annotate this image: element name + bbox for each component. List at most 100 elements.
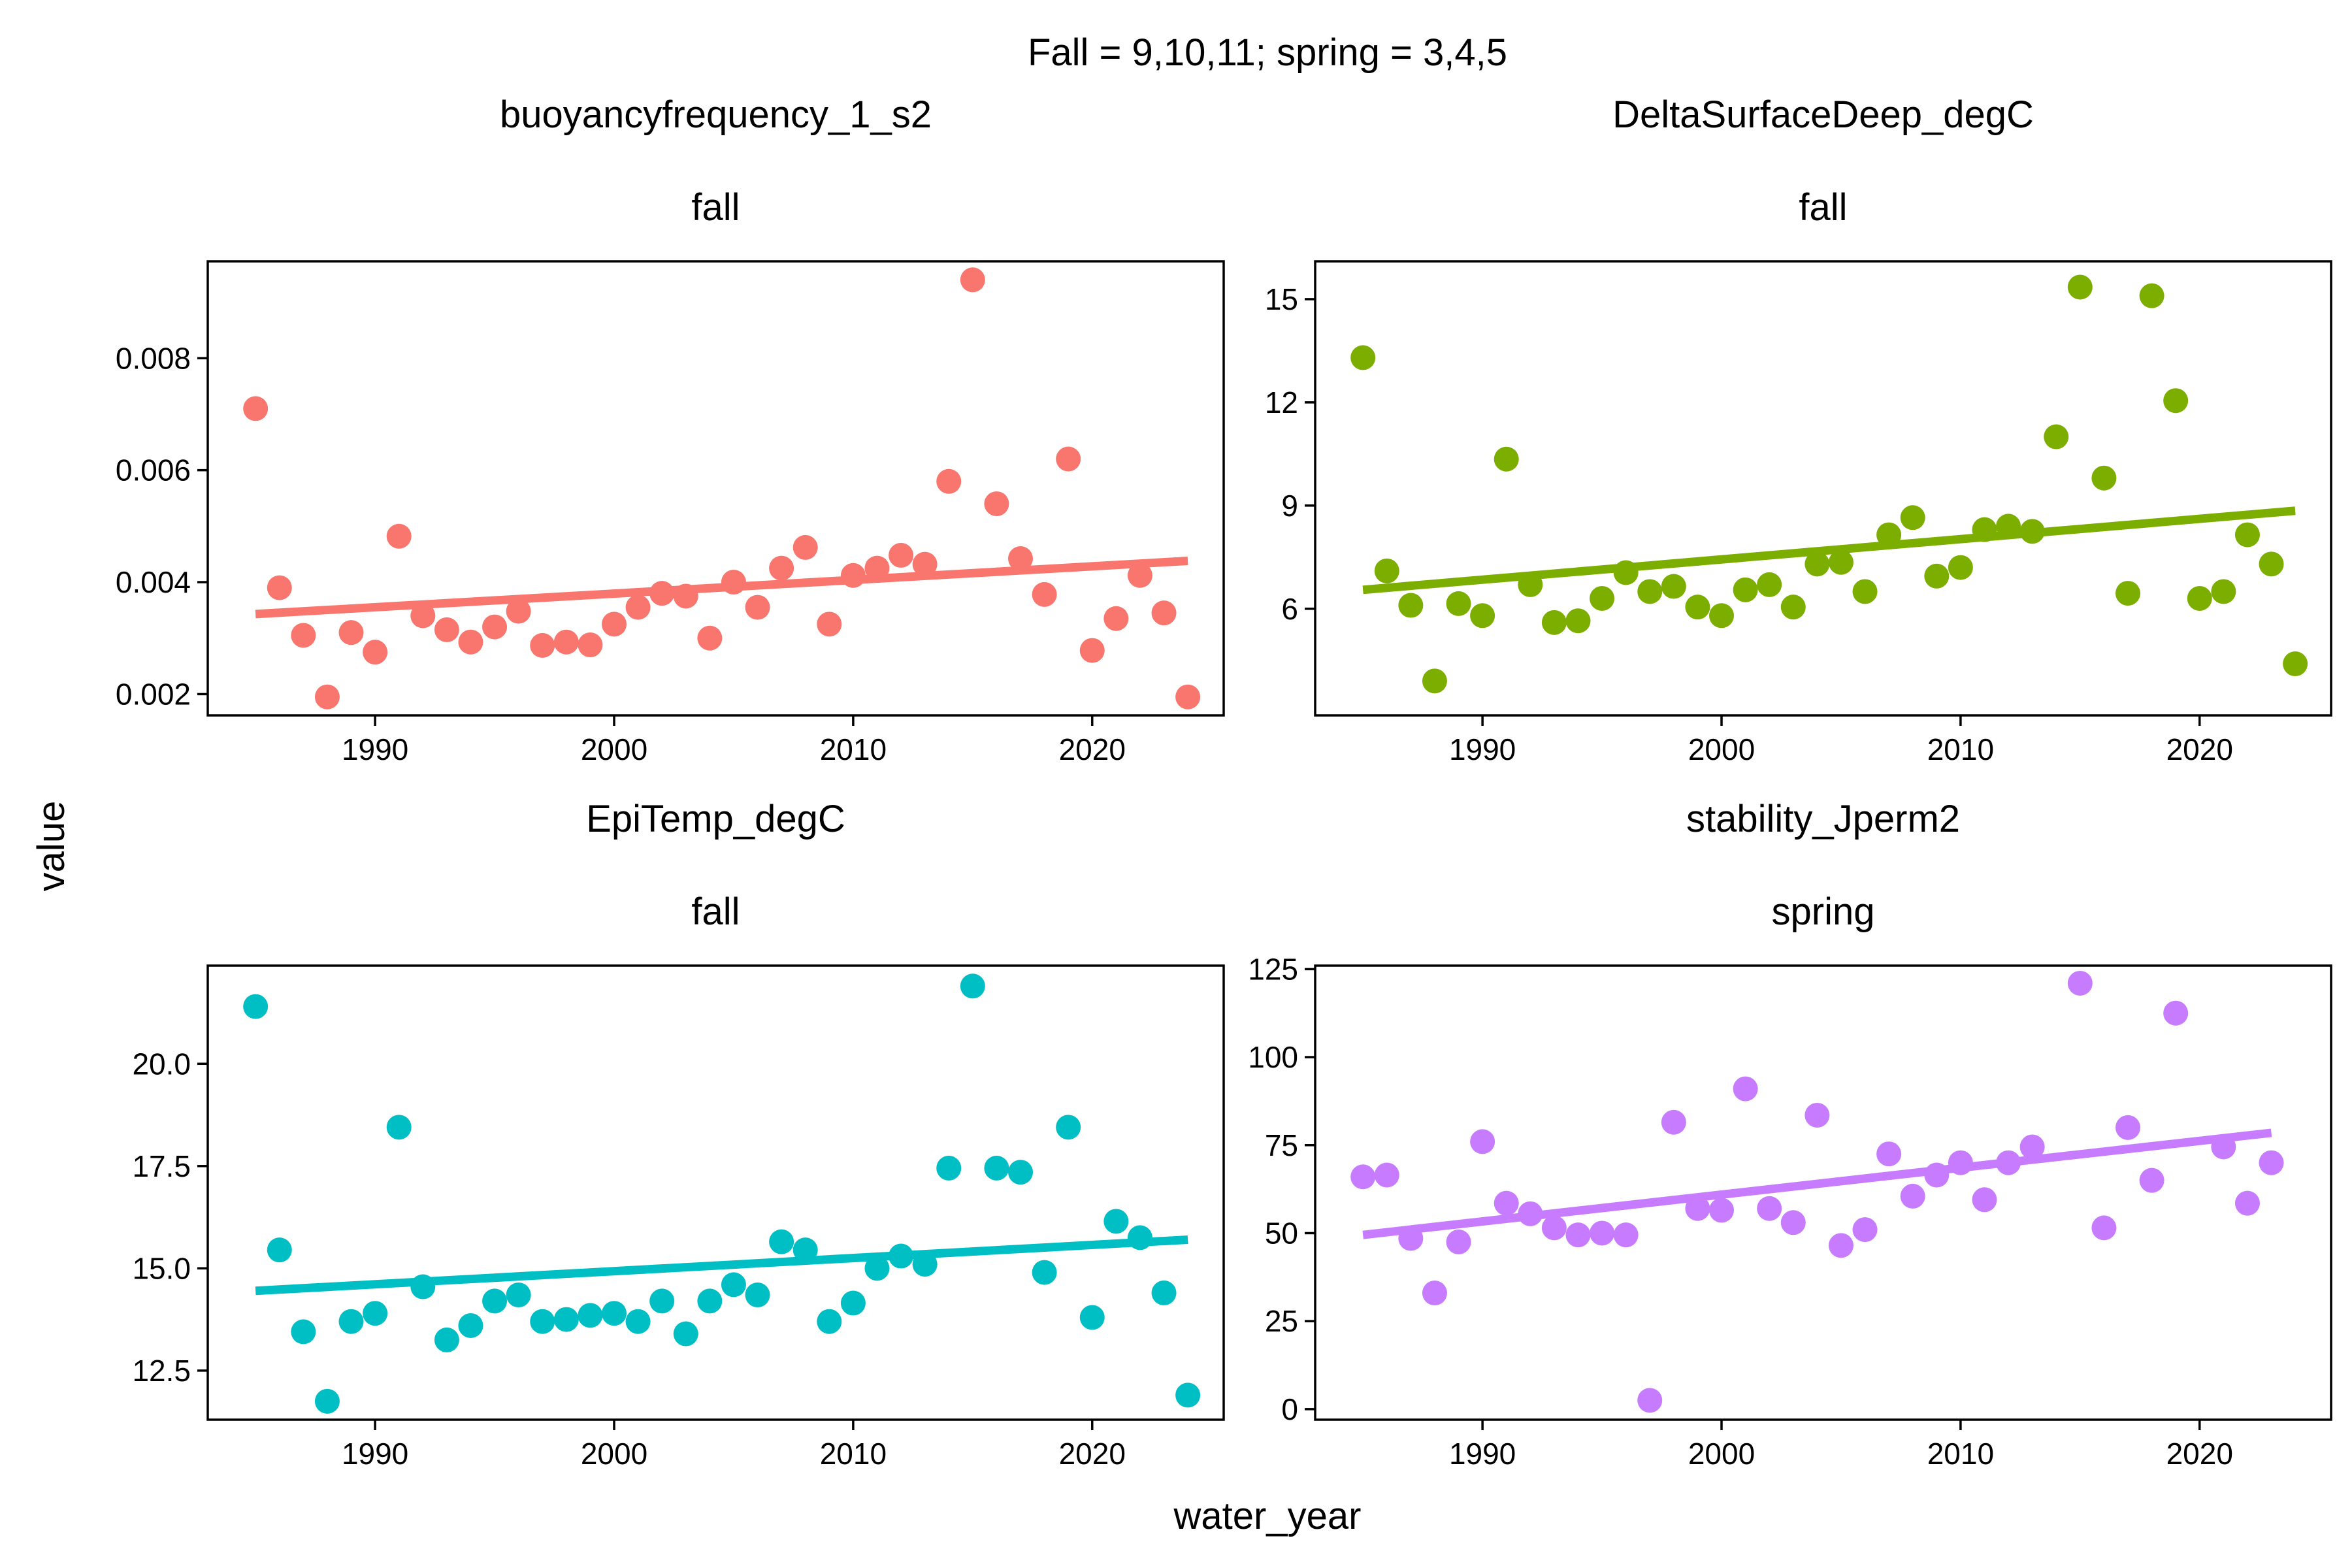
data-point xyxy=(553,629,579,655)
y-tick-label: 15 xyxy=(1265,282,1298,316)
data-point xyxy=(1900,1183,1925,1209)
data-point xyxy=(2139,1168,2164,1193)
data-point xyxy=(338,1309,364,1334)
data-point xyxy=(2187,585,2212,611)
axis-ticks: 1990 2000 2010 2020 0.002 0.004 0.006 0.008 xyxy=(116,341,1126,766)
data-point xyxy=(1805,551,1830,577)
data-point xyxy=(1733,577,1758,602)
x-tick-label: 1990 xyxy=(342,732,408,766)
panel-epitemp-fall: EpiTemp_degC fall 1990 2000 2010 2020 12.5 15… xyxy=(132,798,1225,1471)
panel-stability-spring: stability_Jperm2 spring 1990 2000 2010 2020… xyxy=(1248,798,2332,1471)
data-point xyxy=(1008,1160,1033,1185)
x-tick-label: 2000 xyxy=(581,732,647,766)
data-point xyxy=(1398,593,1424,618)
axis-ticks: 1990 2000 2010 2020 12.5 15.0 17.5 20.0 xyxy=(132,1047,1125,1471)
y-tick-label: 12 xyxy=(1265,385,1298,419)
data-point xyxy=(1350,1164,1376,1190)
x-tick-label: 2010 xyxy=(1927,732,1994,766)
data-point xyxy=(1924,563,1950,589)
data-point xyxy=(1151,600,1177,626)
y-tick-label: 6 xyxy=(1281,592,1298,626)
data-point xyxy=(1709,603,1734,629)
facet-variable-label: stability_Jperm2 xyxy=(1686,798,1960,840)
y-tick-label: 25 xyxy=(1265,1304,1298,1338)
plot-area xyxy=(1314,260,2332,717)
y-tick-label: 75 xyxy=(1265,1128,1298,1162)
x-tick-label: 1990 xyxy=(1449,732,1516,766)
data-point xyxy=(721,1272,746,1298)
data-point xyxy=(1757,572,1782,597)
data-point xyxy=(1446,1229,1471,1254)
x-tick-label: 2010 xyxy=(820,732,887,766)
data-point xyxy=(2091,465,2117,491)
data-point xyxy=(769,555,794,581)
data-point xyxy=(314,1388,340,1414)
data-point xyxy=(1446,591,1471,616)
y-tick-label: 0.006 xyxy=(116,453,191,487)
x-tick-label: 2020 xyxy=(1059,732,1126,766)
data-point xyxy=(625,1309,651,1334)
axis-ticks: 1990 2000 2010 2020 6 9 12 15 xyxy=(1265,282,2233,766)
data-point xyxy=(434,1327,459,1352)
data-point xyxy=(363,640,388,665)
facet-variable-label: DeltaSurfaceDeep_degC xyxy=(1612,93,2034,136)
data-point xyxy=(936,1155,962,1181)
y-tick-label: 15.0 xyxy=(132,1251,191,1285)
data-point xyxy=(1852,1217,1878,1243)
data-point xyxy=(2163,388,2189,414)
data-point xyxy=(578,1303,603,1328)
data-point xyxy=(1079,1305,1105,1330)
data-point xyxy=(1032,581,1057,607)
data-point xyxy=(1685,1196,1710,1221)
data-point xyxy=(1056,446,1081,472)
data-point xyxy=(1590,1220,1615,1246)
data-point xyxy=(864,1256,890,1281)
data-point xyxy=(2259,551,2284,577)
data-point xyxy=(792,534,818,560)
data-point xyxy=(1948,555,1973,580)
x-tick-label: 2000 xyxy=(1688,732,1755,766)
data-point xyxy=(1079,638,1105,663)
data-point xyxy=(2067,970,2093,996)
data-point xyxy=(2067,274,2093,300)
data-point xyxy=(2259,1150,2284,1175)
trend-line xyxy=(255,1235,1188,1296)
data-point xyxy=(291,623,316,648)
data-point xyxy=(243,396,269,421)
x-tick-label: 2000 xyxy=(1688,1437,1755,1471)
data-point xyxy=(912,551,938,577)
trend-line xyxy=(1362,506,2296,595)
data-point xyxy=(1780,1210,1806,1235)
data-point xyxy=(1103,606,1129,631)
data-point xyxy=(1565,1222,1591,1248)
data-point xyxy=(1541,1215,1567,1241)
y-tick-label: 125 xyxy=(1248,952,1298,986)
data-points xyxy=(243,267,1201,710)
data-point xyxy=(1056,1115,1081,1140)
data-point xyxy=(889,542,914,568)
panel-deltasurfacedeep-fall: DeltaSurfaceDeep_degC fall 1990 2000 2010 2… xyxy=(1265,93,2332,766)
data-point xyxy=(410,603,436,629)
data-point xyxy=(2091,1215,2117,1241)
data-point xyxy=(1685,595,1710,620)
data-point xyxy=(1805,1102,1830,1128)
data-point xyxy=(817,1309,842,1334)
trend-line xyxy=(255,556,1188,619)
data-point xyxy=(1422,1281,1447,1306)
x-tick-label: 1990 xyxy=(1449,1437,1516,1471)
x-tick-label: 1990 xyxy=(342,1437,408,1471)
facet-variable-label: buoyancyfrequency_1_s2 xyxy=(500,93,932,136)
data-point xyxy=(1828,1233,1854,1258)
data-point xyxy=(458,629,483,655)
x-tick-label: 2010 xyxy=(820,1437,887,1471)
data-point xyxy=(2211,579,2236,604)
data-point xyxy=(1470,1129,1495,1154)
data-point xyxy=(1709,1198,1734,1223)
data-point xyxy=(1422,668,1447,694)
data-point xyxy=(386,1115,412,1140)
figure-title: Fall = 9,10,11; spring = 3,4,5 xyxy=(1028,31,1507,74)
data-points xyxy=(1350,274,2308,694)
data-point xyxy=(1374,558,1399,583)
data-point xyxy=(2139,283,2164,308)
